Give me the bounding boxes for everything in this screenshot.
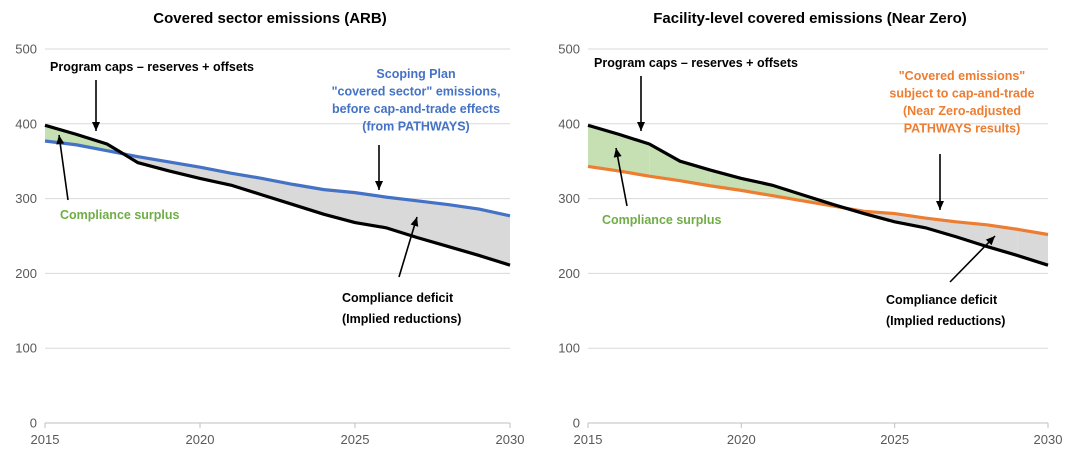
deficit-area [324,189,355,223]
annotation-deficit: Compliance deficit [342,291,454,305]
y-tick-label: 0 [573,416,580,431]
x-tick-label: 2025 [880,432,909,447]
deficit-area [448,204,479,256]
chart-svg: 0 100 200 300 400 500 2015 2020 2025 2030 Program … [558,42,1063,448]
annotation-arrowhead [410,217,419,227]
annotation-deficit: Compliance deficit [886,293,998,307]
annotation-arrowhead [375,181,383,190]
surplus-area [649,143,680,181]
deficit-area [200,167,231,186]
y-tick-label: 400 [15,116,37,131]
y-tick-label: 200 [558,266,580,281]
annotation-arrow [949,235,996,283]
annotation-arrowhead [985,236,995,246]
series-line-emissions [44,139,511,218]
annotation-deficit: (Implied reductions) [886,314,1005,328]
annotation-emissions: Scoping Plan [376,67,455,81]
x-tick-label: 2015 [31,432,60,447]
chart-panel-near-zero: Facility-level covered emissions (Near Z… [540,0,1080,460]
annotation-arrowhead [637,122,645,131]
x-tick-label: 2015 [574,432,603,447]
series-line-caps [44,123,511,267]
chart-title: Facility-level covered emissions (Near Z… [653,10,967,27]
surplus-area [710,170,742,191]
annotation-emissions: (from PATHWAYS) [362,120,469,134]
annotation-emissions: "Covered emissions" [899,69,1026,83]
x-tick-label: 2025 [341,432,370,447]
chart-panel-arb: Covered sector emissions (ARB) 0 100 200 30… [15,10,525,448]
deficit-area [386,197,417,238]
y-tick-label: 500 [15,42,37,57]
y-tick-label: 500 [558,42,580,57]
x-tick-label: 2030 [496,432,525,447]
series-line-emissions [587,164,1049,237]
surplus-area [588,125,619,171]
deficit-area [262,178,293,205]
annotation-emissions: PATHWAYS results) [904,122,1020,136]
y-tick-label: 100 [558,341,580,356]
annotation-caps: Program caps – reserves + offsets [50,60,254,74]
x-tick-label: 2020 [186,432,215,447]
annotation-deficit: (Implied reductions) [342,312,461,326]
deficit-area [956,221,987,247]
deficit-area [1017,229,1048,266]
y-tick-label: 300 [558,191,580,206]
y-tick-label: 200 [15,266,37,281]
annotation-arrow [398,216,418,278]
annotation-emissions: "covered sector" emissions, [332,85,501,99]
annotation-arrowhead [92,122,100,131]
annotation-arrowhead [613,148,622,158]
annotation-emissions: subject to cap-and-trade [889,87,1034,101]
deficit-area [479,209,510,266]
y-tick-label: 300 [15,191,37,206]
series-line-caps [587,123,1049,267]
x-tick-label: 2020 [727,432,756,447]
surplus-area [680,161,711,186]
y-tick-label: 400 [558,116,580,131]
annotation-arrowhead [56,135,65,145]
annotation-surplus: Compliance surplus [60,208,180,222]
surplus-area [76,134,107,151]
deficit-area [355,192,386,228]
chart-title: Covered sector emissions (ARB) [153,10,387,27]
chart-svg: 0 100 200 300 400 500 2015 2020 2025 2030 Program … [15,42,525,448]
deficit-area [417,200,448,247]
surplus-area [45,125,76,145]
x-tick-label: 2030 [1034,432,1063,447]
y-tick-label: 100 [15,341,37,356]
annotation-arrow [615,147,628,207]
annotation-surplus: Compliance surplus [602,213,722,227]
deficit-area [925,218,956,237]
annotation-arrowhead [936,201,944,210]
y-tick-label: 0 [30,416,37,431]
annotation-emissions: (Near Zero-adjusted [903,104,1021,118]
annotation-caps: Program caps – reserves + offsets [594,56,798,70]
annotation-arrow [58,134,69,201]
surplus-area [618,134,650,177]
annotation-emissions: before cap-and-trade effects [332,102,500,116]
